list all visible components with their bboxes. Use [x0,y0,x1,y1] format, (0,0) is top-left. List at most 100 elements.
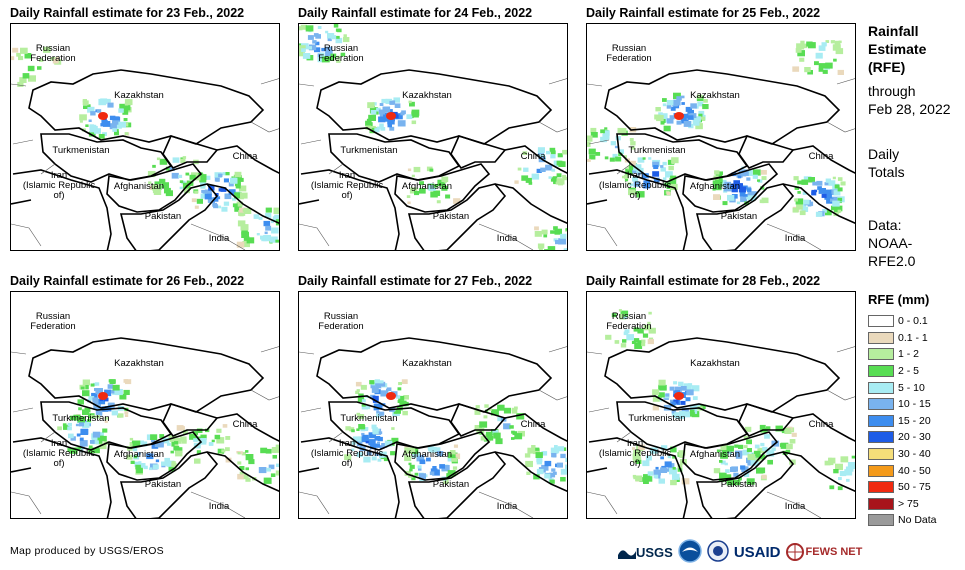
panel-title: Daily Rainfall estimate for 24 Feb., 202… [298,6,533,20]
country-label-india: India [208,501,230,512]
country-label-afghanistan: Afghanistan [401,449,453,460]
legend-item: No Data [868,512,965,529]
country-border [450,403,507,437]
admin-border [260,346,279,353]
country-label-turkmenistan: Turkmenistan [52,145,110,156]
admin-border [190,491,246,518]
country-label-turkmenistan: Turkmenistan [628,413,686,424]
country-label-iran: Iran (Islamic Republic of) [22,170,96,201]
admin-border [538,389,567,401]
country-label-pakistan: Pakistan [432,211,470,222]
legend-label: 50 - 75 [898,481,931,494]
legend-label: 30 - 40 [898,448,931,461]
country-border [206,145,279,224]
admin-border [299,83,315,87]
rainfall-map: Russian Federation Kazakhstan Turkmenistan… [10,291,280,519]
country-border [11,437,112,518]
country-border [738,135,795,169]
country-label-china: China [232,151,258,162]
legend-swatch [868,414,894,427]
country-label-iran: Iran (Islamic Republic of) [310,170,384,201]
admin-border [616,163,632,175]
country-border [394,163,491,213]
country-label-pakistan: Pakistan [144,479,182,490]
admin-border [299,223,330,247]
country-border [782,145,855,224]
country-label-iran: Iran (Islamic Republic of) [310,438,384,469]
country-label-kazakhstan: Kazakhstan [690,358,740,369]
legend-item: 5 - 10 [868,379,965,396]
country-label-afghanistan: Afghanistan [113,181,165,192]
legend-swatch [868,448,894,461]
country-label-china: China [520,151,546,162]
legend-item: 10 - 15 [868,396,965,413]
country-border [494,413,567,492]
map-canvas [299,24,567,250]
rainfall-field [11,46,279,248]
legend-item: 40 - 50 [868,462,965,479]
country-label-india: India [496,233,518,244]
admin-border [766,223,822,250]
rfe-legend: RFE (mm) 0 - 0.1 0.1 - 1 1 - 2 2 - 5 5 - 10 1… [868,292,965,529]
rainfall-map: Russian Federation Kazakhstan Turkmenistan… [586,23,856,251]
fewsnet-globe-icon [785,543,804,561]
noaa-emblem-icon [678,538,702,563]
legend-swatch [868,315,894,328]
legend-swatch [868,348,894,361]
legend-label: > 75 [898,497,919,510]
admin-border [587,223,618,247]
country-border [450,135,507,169]
country-border [738,403,795,437]
country-label-russia: Russian Federation [30,311,76,332]
admin-border [548,346,567,353]
admin-border [11,83,27,87]
legend-item: 1 - 2 [868,346,965,363]
admin-border [588,139,610,145]
legend-label: 0 - 0.1 [898,315,928,328]
admin-border [478,491,534,518]
country-border [682,163,779,213]
country-label-iran: Iran (Islamic Republic of) [22,438,96,469]
legend-swatch [868,514,894,527]
country-label-pakistan: Pakistan [432,479,470,490]
legend-item: 2 - 5 [868,363,965,380]
legend-swatch [868,381,894,394]
rainfall-map: Russian Federation Kazakhstan Turkmenistan… [10,23,280,251]
admin-border [11,223,42,247]
country-border [782,413,855,492]
map-credit: Map produced by USGS/EROS [10,545,164,557]
legend-item: 0.1 - 1 [868,330,965,347]
admin-border [478,223,534,250]
admin-border [299,351,315,355]
admin-border [40,431,56,443]
country-border [316,337,553,413]
country-label-russia: Russian Federation [30,43,76,64]
country-border [28,69,265,145]
country-label-china: China [232,419,258,430]
legend-label: 2 - 5 [898,365,920,378]
admin-border [616,431,632,443]
admin-border [587,351,603,355]
country-label-turkmenistan: Turkmenistan [628,145,686,156]
fewsnet-logo-text: FEWS NET [805,546,863,558]
country-label-india: India [784,501,806,512]
panel-title: Daily Rainfall estimate for 25 Feb., 202… [586,6,821,20]
country-label-pakistan: Pakistan [144,211,182,222]
country-label-pakistan: Pakistan [720,479,758,490]
legend-label: 0.1 - 1 [898,331,928,344]
admin-border [826,121,855,133]
panel-title: Daily Rainfall estimate for 28 Feb., 202… [586,274,821,288]
country-label-kazakhstan: Kazakhstan [114,358,164,369]
country-label-china: China [808,419,834,430]
map-canvas [587,40,855,250]
country-label-afghanistan: Afghanistan [401,181,453,192]
panel-title: Daily Rainfall estimate for 27 Feb., 202… [298,274,533,288]
usgs-logo-text: USGS [636,544,673,560]
sidebar-daily-totals: Daily Totals [868,146,905,180]
legend-item: 0 - 0.1 [868,313,965,330]
admin-border [587,491,618,515]
country-label-turkmenistan: Turkmenistan [52,413,110,424]
noaa-logo [678,538,702,566]
country-label-russia: Russian Federation [318,43,364,64]
map-canvas [299,337,567,518]
